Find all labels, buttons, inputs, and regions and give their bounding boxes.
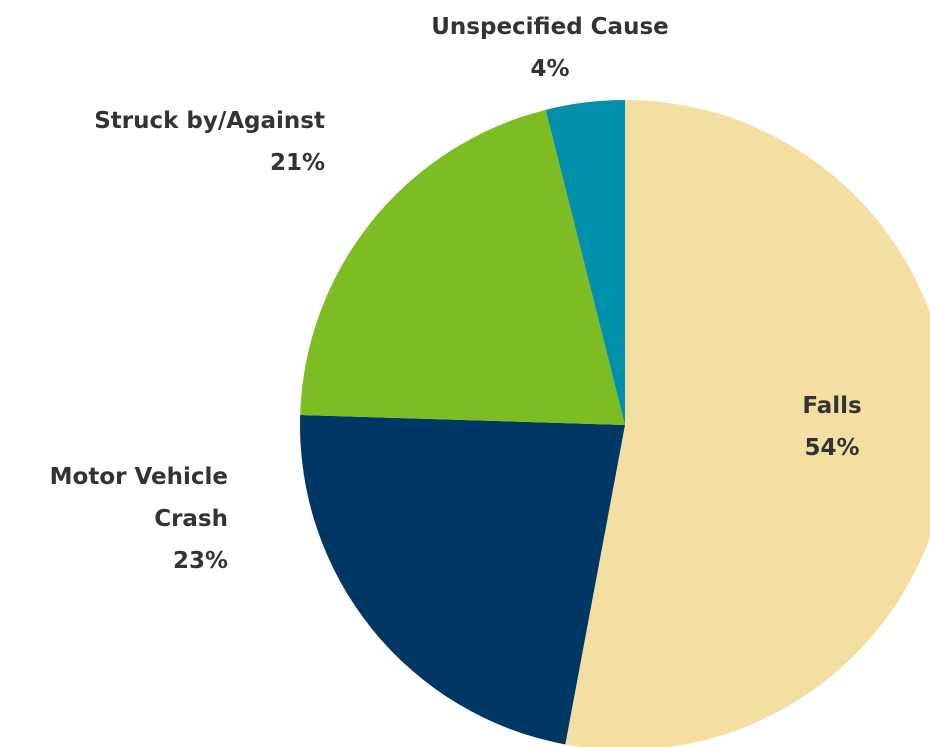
slice-label: Struck by/Against 21% [25, 100, 325, 184]
category-label: Unspecified Cause [431, 14, 669, 40]
pie-slice [565, 100, 930, 747]
pie-slice [300, 109, 625, 426]
slice-label: Motor Vehicle Crash 23% [13, 456, 228, 582]
slice-label: Falls 54% [732, 385, 930, 469]
value-label: 23% [172, 548, 228, 574]
pie-slice [300, 414, 625, 745]
category-label: Motor Vehicle Crash [49, 464, 228, 532]
value-label: 54% [804, 435, 860, 461]
category-label: Struck by/Against [94, 108, 325, 134]
value-label: 21% [269, 150, 325, 176]
value-label: 4% [530, 56, 570, 82]
slice-label: Unspecified Cause 4% [380, 6, 720, 90]
category-label: Falls [802, 393, 862, 419]
pie-slice [545, 100, 625, 425]
